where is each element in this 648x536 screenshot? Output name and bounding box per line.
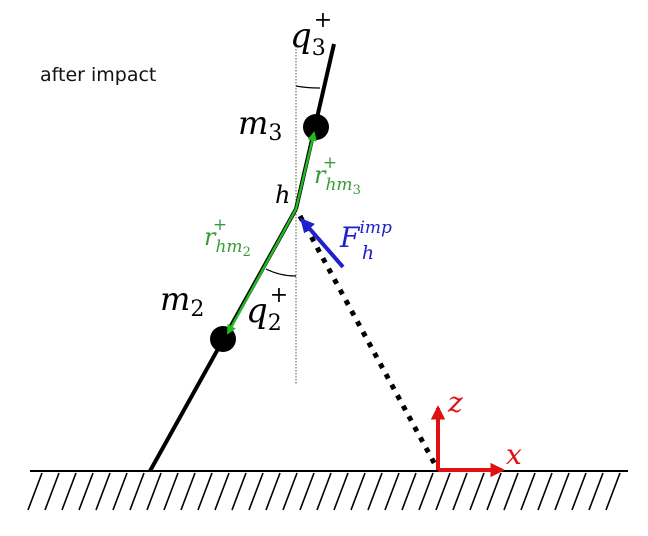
ground-hatch-line — [452, 472, 468, 511]
ground-hatch-line — [299, 472, 315, 511]
ground-hatch-line — [112, 472, 128, 511]
label-axis-x: x — [506, 438, 522, 471]
label-m3: m3 — [238, 104, 282, 146]
ground-hatch-line — [435, 472, 451, 511]
ground-hatch-line — [520, 472, 536, 511]
ground-hatch-line — [78, 472, 94, 511]
angle-arc-q3 — [295, 85, 321, 89]
angle-arc-q2 — [265, 268, 297, 277]
ground-hatch-line — [214, 472, 230, 511]
vector-r-hm3 — [294, 131, 317, 210]
ground-hatch-line — [571, 472, 587, 511]
mass-2 — [210, 326, 236, 352]
ground-hatch-line — [146, 472, 162, 511]
hip-to-contact-dotted-line — [297, 214, 441, 472]
label-r-hm2: rhm2+ — [204, 215, 251, 260]
ground-hatch-line — [384, 472, 400, 511]
ground-hatch-line — [367, 472, 383, 511]
ground-hatching — [27, 472, 621, 511]
ground-hatch-line — [180, 472, 196, 511]
ground-hatch-line — [163, 472, 179, 511]
label-m2: m2 — [160, 280, 204, 322]
ground — [27, 470, 628, 511]
ground-hatch-line — [537, 472, 553, 511]
label-r-hm3: rhm3+ — [314, 153, 361, 198]
caption: after impact — [40, 64, 156, 86]
vector-r-hm2 — [226, 208, 298, 335]
label-force: Fimp h — [339, 218, 392, 264]
impact-force-arrow — [300, 217, 345, 269]
ground-hatch-line — [469, 472, 485, 511]
ground-hatch-line — [316, 472, 332, 511]
ground-hatch-line — [248, 472, 264, 511]
ground-hatch-line — [333, 472, 349, 511]
ground-hatch-line — [350, 472, 366, 511]
ground-hatch-line — [588, 472, 604, 511]
ground-hatch-line — [197, 472, 213, 511]
label-q2: q2+ — [246, 283, 288, 336]
ground-hatch-line — [486, 472, 502, 511]
ground-hatch-line — [27, 472, 43, 511]
ground-hatch-line — [129, 472, 145, 511]
ground-hatch-line — [265, 472, 281, 511]
ground-hatch-line — [401, 472, 417, 511]
label-axis-z: z — [447, 386, 463, 419]
ground-hatch-line — [61, 472, 77, 511]
label-h: h — [275, 181, 290, 209]
ground-hatch-line — [418, 472, 434, 511]
ground-hatch-line — [231, 472, 247, 511]
ground-hatch-line — [503, 472, 519, 511]
mass-3 — [303, 114, 329, 140]
ground-hatch-line — [44, 472, 60, 511]
ground-hatch-line — [605, 472, 621, 511]
ground-hatch-line — [95, 472, 111, 511]
label-q3: q3+ — [290, 8, 332, 61]
ground-hatch-line — [554, 472, 570, 511]
ground-hatch-line — [282, 472, 298, 511]
